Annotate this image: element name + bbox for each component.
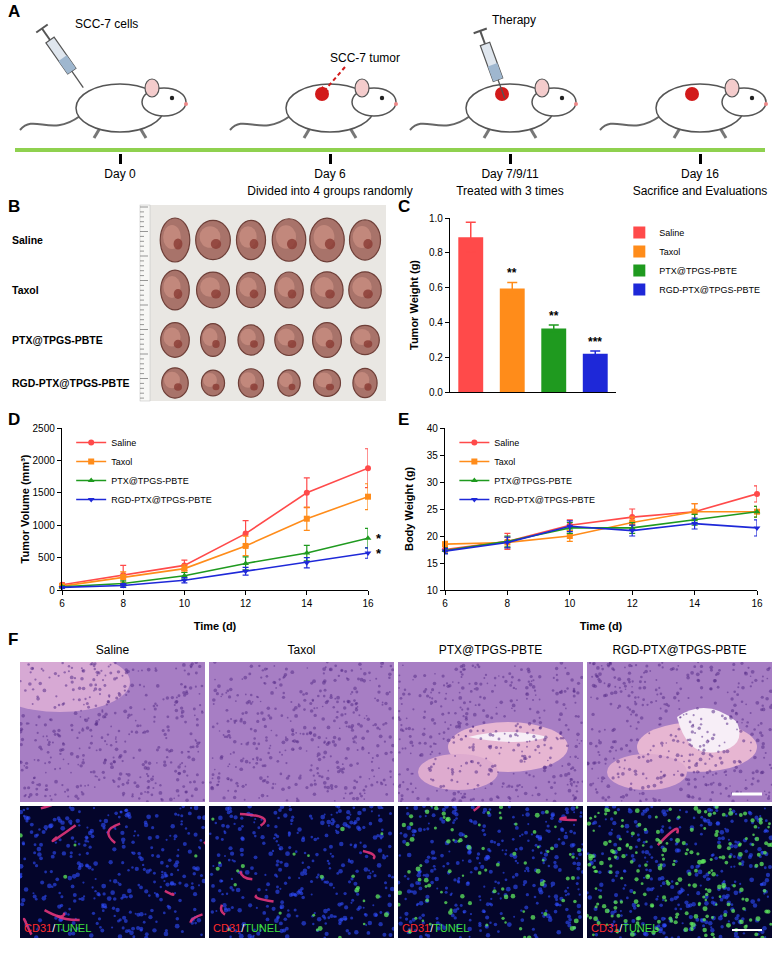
svg-text:RGD-PTX@TPGS-PBTE: RGD-PTX@TPGS-PBTE — [612, 643, 746, 657]
html-text:B: B — [8, 197, 21, 216]
svg-text:PTX@TPGS-PBTE: PTX@TPGS-PBTE — [111, 476, 189, 486]
html-text:C: C — [398, 197, 411, 216]
html-text:D: D — [8, 410, 21, 429]
svg-text:1500: 1500 — [33, 487, 56, 498]
svg-text:Therapy: Therapy — [492, 13, 536, 27]
svg-text:16: 16 — [362, 598, 374, 609]
svg-text:14: 14 — [689, 598, 701, 609]
svg-text:12: 12 — [240, 598, 252, 609]
html-text:E: E — [398, 410, 410, 429]
svg-text:2000: 2000 — [33, 455, 56, 466]
svg-text:Day 16: Day 16 — [681, 167, 719, 181]
svg-text:Body Weight (g): Body Weight (g) — [403, 467, 415, 551]
svg-text:1000: 1000 — [33, 520, 56, 531]
svg-text:35: 35 — [427, 450, 439, 461]
svg-text:*: * — [376, 546, 382, 561]
svg-text:12: 12 — [627, 598, 639, 609]
svg-text:14: 14 — [301, 598, 313, 609]
svg-text:Taxol: Taxol — [111, 457, 132, 467]
svg-text:Taxol: Taxol — [494, 457, 515, 467]
svg-text:15: 15 — [427, 558, 439, 569]
svg-text:*: * — [376, 531, 382, 546]
svg-text:6: 6 — [59, 598, 65, 609]
svg-text:**: ** — [549, 309, 559, 323]
svg-text:0: 0 — [49, 585, 55, 596]
svg-text:RGD-PTX@TPGS-PBTE: RGD-PTX@TPGS-PBTE — [659, 285, 760, 295]
svg-text:0.4: 0.4 — [429, 317, 443, 328]
svg-text:1.0: 1.0 — [429, 213, 443, 224]
html-text:A: A — [8, 2, 21, 21]
svg-text:0.6: 0.6 — [429, 282, 443, 293]
svg-text:Saline: Saline — [96, 643, 130, 657]
svg-text:Tumor Volume (mm³): Tumor Volume (mm³) — [19, 454, 31, 563]
svg-text:***: *** — [588, 335, 602, 349]
svg-text:16: 16 — [751, 598, 763, 609]
svg-text:8: 8 — [505, 598, 511, 609]
svg-text:2500: 2500 — [33, 423, 56, 434]
svg-text:SCC-7 cells: SCC-7 cells — [75, 17, 138, 31]
svg-text:PTX@TPGS-PBTE: PTX@TPGS-PBTE — [12, 334, 103, 346]
svg-text:Day 6: Day 6 — [314, 167, 346, 181]
svg-text:0.2: 0.2 — [429, 352, 443, 363]
svg-text:SCC-7 tumor: SCC-7 tumor — [330, 51, 400, 65]
svg-text:RGD-PTX@TPGS-PBTE: RGD-PTX@TPGS-PBTE — [111, 495, 212, 505]
svg-text:10: 10 — [427, 585, 439, 596]
svg-text:CD31/TUNEL: CD31/TUNEL — [213, 922, 280, 934]
svg-text:0.8: 0.8 — [429, 247, 443, 258]
svg-text:Day 0: Day 0 — [104, 167, 136, 181]
svg-text:0.0: 0.0 — [429, 387, 443, 398]
svg-text:Saline: Saline — [12, 234, 43, 246]
svg-text:6: 6 — [442, 598, 448, 609]
svg-text:30: 30 — [427, 477, 439, 488]
svg-text:Day 7/9/11: Day 7/9/11 — [481, 167, 538, 181]
svg-text:40: 40 — [427, 423, 439, 434]
svg-text:Divided into 4 groups randomly: Divided into 4 groups randomly — [247, 184, 412, 198]
svg-text:CD31/TUNEL: CD31/TUNEL — [591, 922, 658, 934]
svg-text:Saline: Saline — [659, 228, 684, 238]
svg-text:25: 25 — [427, 504, 439, 515]
svg-text:Treated with 3 times: Treated with 3 times — [456, 184, 564, 198]
svg-text:Tumor Weight (g): Tumor Weight (g) — [408, 260, 420, 350]
svg-text:Taxol: Taxol — [12, 284, 39, 296]
svg-text:CD31/TUNEL: CD31/TUNEL — [402, 922, 469, 934]
html-text:F: F — [8, 630, 19, 649]
svg-text:20: 20 — [427, 531, 439, 542]
svg-text:CD31/TUNEL: CD31/TUNEL — [24, 922, 91, 934]
svg-text:RGD-PTX@TPGS-PBTE: RGD-PTX@TPGS-PBTE — [494, 495, 595, 505]
svg-text:PTX@TPGS-PBTE: PTX@TPGS-PBTE — [659, 266, 737, 276]
svg-text:RGD-PTX@TPGS-PBTE: RGD-PTX@TPGS-PBTE — [12, 377, 130, 389]
svg-text:PTX@TPGS-PBTE: PTX@TPGS-PBTE — [494, 476, 572, 486]
svg-text:Taxol: Taxol — [659, 247, 680, 257]
svg-text:Sacrifice and Evaluations: Sacrifice and Evaluations — [633, 184, 768, 198]
svg-text:8: 8 — [120, 598, 126, 609]
svg-text:Time (d): Time (d) — [194, 620, 237, 632]
svg-text:**: ** — [507, 266, 517, 280]
svg-text:PTX@TPGS-PBTE: PTX@TPGS-PBTE — [439, 643, 543, 657]
svg-text:500: 500 — [38, 552, 55, 563]
svg-text:10: 10 — [179, 598, 191, 609]
svg-text:Saline: Saline — [494, 438, 519, 448]
svg-text:Saline: Saline — [111, 438, 136, 448]
svg-text:Taxol: Taxol — [287, 643, 315, 657]
svg-text:10: 10 — [564, 598, 576, 609]
svg-text:Time (d): Time (d) — [580, 620, 623, 632]
